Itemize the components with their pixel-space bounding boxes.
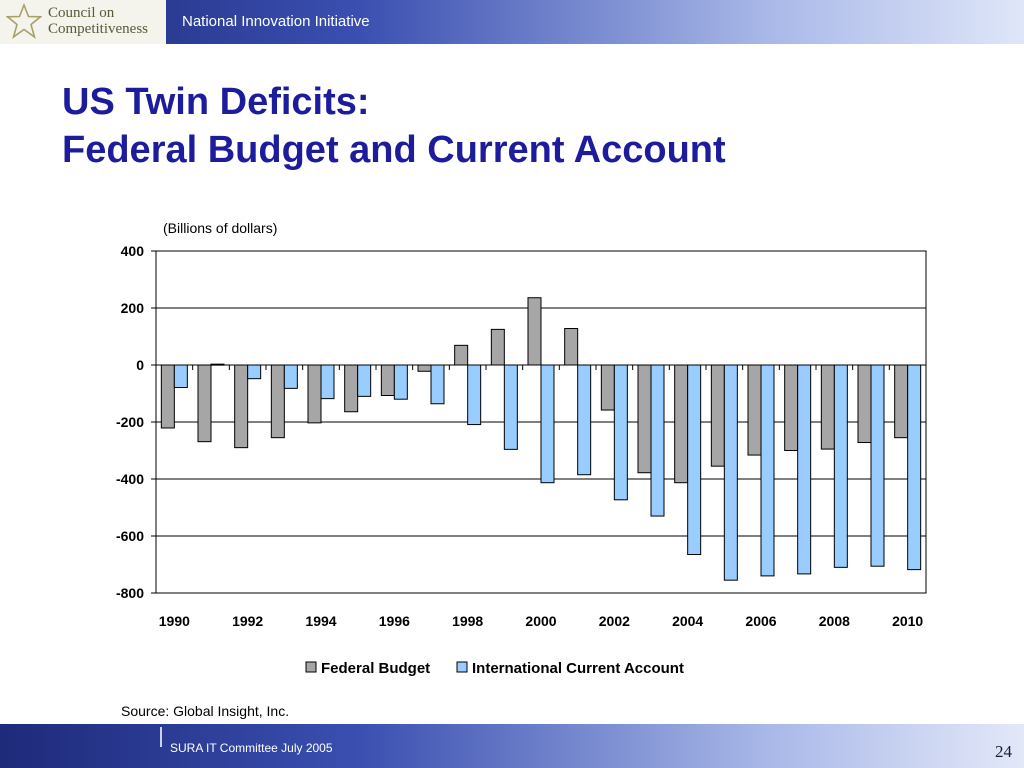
bar-federal-budget xyxy=(674,364,689,484)
logo-line1: Council on xyxy=(48,5,115,21)
bar-current-account xyxy=(320,364,335,400)
title-line2: Federal Budget and Current Account xyxy=(62,129,726,171)
bar-current-account xyxy=(577,364,592,476)
bar-current-account xyxy=(540,364,555,484)
bar-current-account xyxy=(357,364,372,397)
bar-federal-budget xyxy=(344,364,359,413)
x-tick-label: 2000 xyxy=(525,613,556,629)
bar-current-account xyxy=(430,364,445,405)
x-tick-label: 1990 xyxy=(159,613,190,629)
bar-current-account xyxy=(283,364,298,389)
bar-federal-budget xyxy=(784,364,799,451)
bar-federal-budget xyxy=(747,364,762,456)
legend-swatch xyxy=(456,661,468,673)
x-tick-label: 2010 xyxy=(892,613,923,629)
bar-federal-budget xyxy=(637,364,652,474)
bar-federal-budget xyxy=(160,364,175,429)
bar-federal-budget xyxy=(270,364,285,439)
bar-federal-budget xyxy=(527,297,542,366)
bar-federal-budget xyxy=(820,364,835,450)
x-tick-label: 2008 xyxy=(819,613,850,629)
y-tick-label: 200 xyxy=(121,300,145,316)
bar-federal-budget xyxy=(454,344,469,366)
bar-current-account xyxy=(907,364,922,571)
bar-federal-budget xyxy=(380,364,395,396)
page-number: 24 xyxy=(995,742,1012,761)
bar-federal-budget xyxy=(234,364,249,449)
bar-federal-budget xyxy=(564,328,579,366)
x-tick-label: 1992 xyxy=(232,613,263,629)
bar-current-account xyxy=(173,364,188,389)
bar-current-account xyxy=(833,364,848,568)
bar-federal-budget xyxy=(197,364,212,443)
bar-current-account xyxy=(797,364,812,575)
header-initiative: National Innovation Initiative xyxy=(182,13,370,30)
legend-swatch xyxy=(305,661,317,673)
bar-federal-budget xyxy=(490,328,505,366)
footer-bar xyxy=(0,724,1024,768)
star-icon xyxy=(6,3,42,39)
council-logo: Council on Competitiveness xyxy=(0,0,166,44)
y-tick-label: 400 xyxy=(121,243,145,259)
x-tick-label: 2002 xyxy=(599,613,630,629)
title-line1: US Twin Deficits: xyxy=(62,81,370,123)
x-tick-label: 1996 xyxy=(379,613,410,629)
bar-federal-budget xyxy=(894,364,909,439)
x-tick-label: 1998 xyxy=(452,613,483,629)
bar-current-account xyxy=(467,364,482,426)
bar-current-account xyxy=(247,364,262,380)
bar-current-account xyxy=(723,364,738,581)
x-tick-label: 1994 xyxy=(305,613,336,629)
footer-text: SURA IT Committee July 2005 xyxy=(170,741,333,755)
y-tick-label: -200 xyxy=(116,414,144,430)
legend-label: Federal Budget xyxy=(321,660,430,677)
bar-current-account xyxy=(870,364,885,567)
unit-note: (Billions of dollars) xyxy=(163,220,277,236)
bar-current-account xyxy=(503,364,518,450)
source-note: Source: Global Insight, Inc. xyxy=(121,703,289,719)
y-tick-label: 0 xyxy=(136,357,144,373)
bar-federal-budget xyxy=(710,364,725,467)
bar-current-account xyxy=(613,364,628,501)
logo-line2: Competitiveness xyxy=(48,21,148,37)
bar-current-account xyxy=(393,364,408,400)
bar-current-account xyxy=(210,363,225,366)
x-tick-label: 2006 xyxy=(745,613,776,629)
bar-current-account xyxy=(687,364,702,556)
bar-current-account xyxy=(760,364,775,577)
y-tick-label: -400 xyxy=(116,471,144,487)
bar-federal-budget xyxy=(600,364,615,411)
logo-text: Council on Competitiveness xyxy=(48,5,148,37)
y-tick-label: -800 xyxy=(116,585,144,601)
slide-title: US Twin Deficits: Federal Budget and Cur… xyxy=(62,78,726,174)
bar-federal-budget xyxy=(417,364,432,372)
legend-label: International Current Account xyxy=(472,660,684,677)
x-tick-label: 2004 xyxy=(672,613,703,629)
y-tick-label: -600 xyxy=(116,528,144,544)
bar-current-account xyxy=(650,364,665,517)
header-bar xyxy=(0,0,1024,44)
bar-federal-budget xyxy=(857,364,872,444)
footer-divider xyxy=(160,727,162,747)
bar-federal-budget xyxy=(307,364,322,424)
